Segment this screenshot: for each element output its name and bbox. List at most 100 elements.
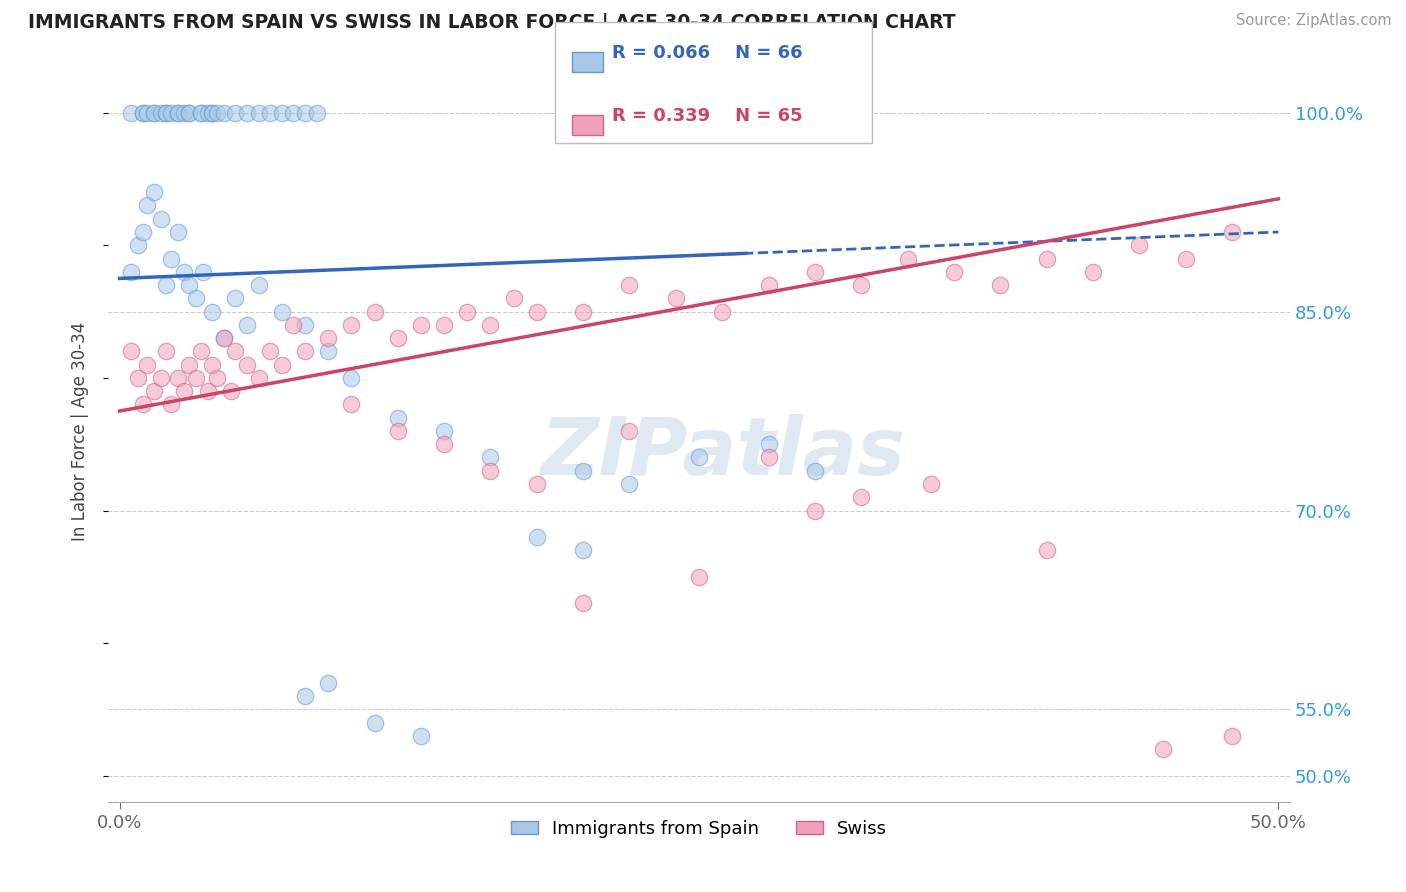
- Point: [247, 278, 270, 293]
- Point: [197, 384, 219, 399]
- Point: [166, 105, 188, 120]
- Text: Source: ZipAtlas.com: Source: ZipAtlas.com: [1236, 13, 1392, 29]
- Point: [619, 424, 641, 438]
- Point: [236, 105, 259, 120]
- Point: [205, 371, 228, 385]
- Point: [179, 358, 201, 372]
- Point: [283, 105, 305, 120]
- Point: [190, 344, 212, 359]
- Point: [132, 225, 155, 239]
- Point: [155, 344, 177, 359]
- Point: [201, 105, 224, 120]
- Point: [184, 291, 207, 305]
- Point: [316, 344, 339, 359]
- Point: [1035, 543, 1057, 558]
- Point: [143, 105, 166, 120]
- Point: [988, 278, 1011, 293]
- Point: [166, 225, 188, 239]
- Point: [212, 331, 235, 345]
- Point: [283, 318, 305, 332]
- Point: [201, 358, 224, 372]
- Point: [173, 265, 195, 279]
- Point: [155, 105, 177, 120]
- Point: [212, 331, 235, 345]
- Point: [294, 344, 316, 359]
- Point: [179, 105, 201, 120]
- Point: [804, 265, 827, 279]
- Point: [409, 729, 432, 743]
- Point: [409, 318, 432, 332]
- Point: [619, 278, 641, 293]
- Point: [363, 304, 385, 318]
- Point: [224, 291, 246, 305]
- Point: [851, 490, 873, 504]
- Point: [1174, 252, 1197, 266]
- Point: [665, 291, 688, 305]
- Point: [270, 105, 292, 120]
- Point: [433, 424, 456, 438]
- Point: [259, 105, 281, 120]
- Point: [143, 105, 166, 120]
- Point: [247, 371, 270, 385]
- Text: R = 0.066    N = 66: R = 0.066 N = 66: [612, 45, 803, 62]
- Point: [127, 238, 149, 252]
- Point: [294, 689, 316, 703]
- Point: [572, 464, 595, 478]
- Point: [127, 371, 149, 385]
- Point: [526, 530, 548, 544]
- Point: [190, 105, 212, 120]
- Point: [804, 464, 827, 478]
- Point: [305, 105, 328, 120]
- Point: [184, 371, 207, 385]
- Point: [270, 304, 292, 318]
- Point: [1081, 265, 1104, 279]
- Point: [526, 304, 548, 318]
- Point: [479, 464, 502, 478]
- Point: [132, 397, 155, 411]
- Point: [136, 198, 159, 212]
- Point: [851, 278, 873, 293]
- Point: [136, 358, 159, 372]
- Point: [201, 105, 224, 120]
- Text: IMMIGRANTS FROM SPAIN VS SWISS IN LABOR FORCE | AGE 30-34 CORRELATION CHART: IMMIGRANTS FROM SPAIN VS SWISS IN LABOR …: [28, 13, 956, 33]
- Point: [236, 358, 259, 372]
- Point: [804, 503, 827, 517]
- Point: [387, 331, 409, 345]
- Point: [942, 265, 965, 279]
- Point: [316, 331, 339, 345]
- Point: [150, 211, 173, 226]
- Point: [173, 384, 195, 399]
- Point: [247, 105, 270, 120]
- Point: [159, 252, 181, 266]
- Point: [205, 105, 228, 120]
- Point: [179, 105, 201, 120]
- Point: [1128, 238, 1150, 252]
- Point: [526, 477, 548, 491]
- Point: [363, 715, 385, 730]
- Point: [433, 437, 456, 451]
- Point: [688, 570, 710, 584]
- Point: [166, 105, 188, 120]
- Point: [758, 437, 780, 451]
- Text: R = 0.339    N = 65: R = 0.339 N = 65: [612, 107, 803, 125]
- Point: [224, 344, 246, 359]
- Point: [758, 278, 780, 293]
- Point: [572, 304, 595, 318]
- Y-axis label: In Labor Force | Age 30-34: In Labor Force | Age 30-34: [72, 321, 89, 541]
- Point: [758, 450, 780, 465]
- Point: [897, 252, 920, 266]
- Point: [132, 105, 155, 120]
- Point: [201, 304, 224, 318]
- Point: [340, 397, 363, 411]
- Point: [479, 450, 502, 465]
- Point: [340, 371, 363, 385]
- Point: [155, 278, 177, 293]
- Text: ZIPatlas: ZIPatlas: [540, 414, 905, 492]
- Point: [259, 344, 281, 359]
- Point: [688, 450, 710, 465]
- Legend: Immigrants from Spain, Swiss: Immigrants from Spain, Swiss: [503, 813, 894, 846]
- Point: [340, 318, 363, 332]
- Point: [711, 304, 734, 318]
- Point: [143, 384, 166, 399]
- Point: [159, 105, 181, 120]
